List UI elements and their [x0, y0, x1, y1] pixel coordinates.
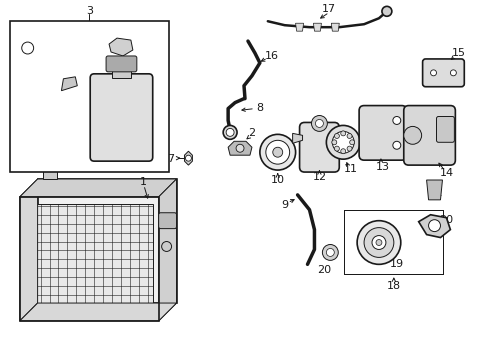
Circle shape — [346, 134, 351, 139]
Bar — [32, 204, 152, 313]
Circle shape — [225, 129, 234, 136]
Text: 18: 18 — [386, 281, 400, 291]
Polygon shape — [109, 38, 133, 56]
Circle shape — [403, 126, 421, 144]
Text: 17: 17 — [322, 4, 336, 14]
Circle shape — [236, 144, 244, 152]
Bar — [344, 210, 443, 274]
Polygon shape — [331, 23, 339, 31]
Text: 4: 4 — [130, 33, 137, 43]
Polygon shape — [313, 23, 321, 31]
Circle shape — [322, 244, 338, 260]
FancyBboxPatch shape — [436, 117, 453, 142]
Polygon shape — [418, 215, 449, 238]
Circle shape — [427, 220, 440, 231]
Circle shape — [364, 228, 393, 257]
Circle shape — [325, 125, 359, 159]
Polygon shape — [228, 141, 251, 155]
Text: 20: 20 — [317, 265, 331, 275]
Circle shape — [272, 147, 282, 157]
Polygon shape — [158, 179, 176, 321]
Circle shape — [311, 116, 326, 131]
Polygon shape — [61, 77, 77, 91]
Text: 1: 1 — [140, 177, 147, 187]
Text: 8: 8 — [256, 103, 263, 113]
Polygon shape — [295, 23, 303, 31]
Circle shape — [381, 6, 391, 16]
FancyBboxPatch shape — [90, 74, 152, 161]
Circle shape — [315, 120, 323, 127]
Circle shape — [392, 117, 400, 125]
FancyBboxPatch shape — [403, 105, 454, 165]
Text: 2: 2 — [248, 129, 255, 138]
Circle shape — [259, 134, 295, 170]
Text: 14: 14 — [439, 168, 452, 178]
FancyBboxPatch shape — [358, 105, 406, 160]
Circle shape — [223, 125, 237, 139]
Circle shape — [334, 146, 339, 151]
Polygon shape — [42, 169, 57, 179]
FancyBboxPatch shape — [106, 56, 137, 72]
Circle shape — [392, 141, 400, 149]
FancyBboxPatch shape — [422, 59, 463, 87]
Text: 5: 5 — [54, 23, 61, 33]
Text: 11: 11 — [344, 164, 357, 174]
Polygon shape — [20, 179, 38, 321]
Circle shape — [371, 235, 385, 249]
Circle shape — [356, 221, 400, 264]
Circle shape — [265, 140, 289, 164]
Polygon shape — [292, 133, 302, 143]
Text: 6: 6 — [11, 53, 18, 63]
FancyBboxPatch shape — [299, 122, 339, 172]
Circle shape — [185, 155, 191, 161]
Bar — [112, 68, 131, 78]
Circle shape — [429, 70, 436, 76]
Circle shape — [349, 140, 354, 145]
Text: 12: 12 — [312, 172, 326, 182]
Text: 15: 15 — [450, 48, 465, 58]
Text: 13: 13 — [375, 162, 389, 172]
Bar — [10, 21, 168, 172]
Text: 10: 10 — [270, 175, 284, 185]
Text: 9: 9 — [281, 200, 287, 210]
Polygon shape — [38, 179, 176, 303]
Text: 6: 6 — [44, 96, 51, 105]
Text: 20: 20 — [439, 215, 452, 225]
Polygon shape — [184, 151, 192, 165]
Circle shape — [331, 140, 336, 145]
Circle shape — [340, 149, 345, 154]
Circle shape — [325, 248, 334, 256]
Text: 16: 16 — [264, 51, 278, 61]
Polygon shape — [426, 180, 442, 200]
Circle shape — [332, 131, 353, 153]
Text: 7: 7 — [167, 154, 174, 164]
Circle shape — [340, 131, 345, 136]
Polygon shape — [20, 179, 176, 197]
Circle shape — [449, 70, 455, 76]
Bar — [20, 197, 158, 321]
Text: 19: 19 — [389, 259, 403, 269]
Text: 3: 3 — [85, 6, 93, 16]
Circle shape — [334, 134, 339, 139]
FancyBboxPatch shape — [158, 213, 176, 229]
Circle shape — [375, 239, 381, 246]
Circle shape — [346, 146, 351, 151]
Circle shape — [162, 242, 171, 251]
Polygon shape — [20, 303, 176, 321]
